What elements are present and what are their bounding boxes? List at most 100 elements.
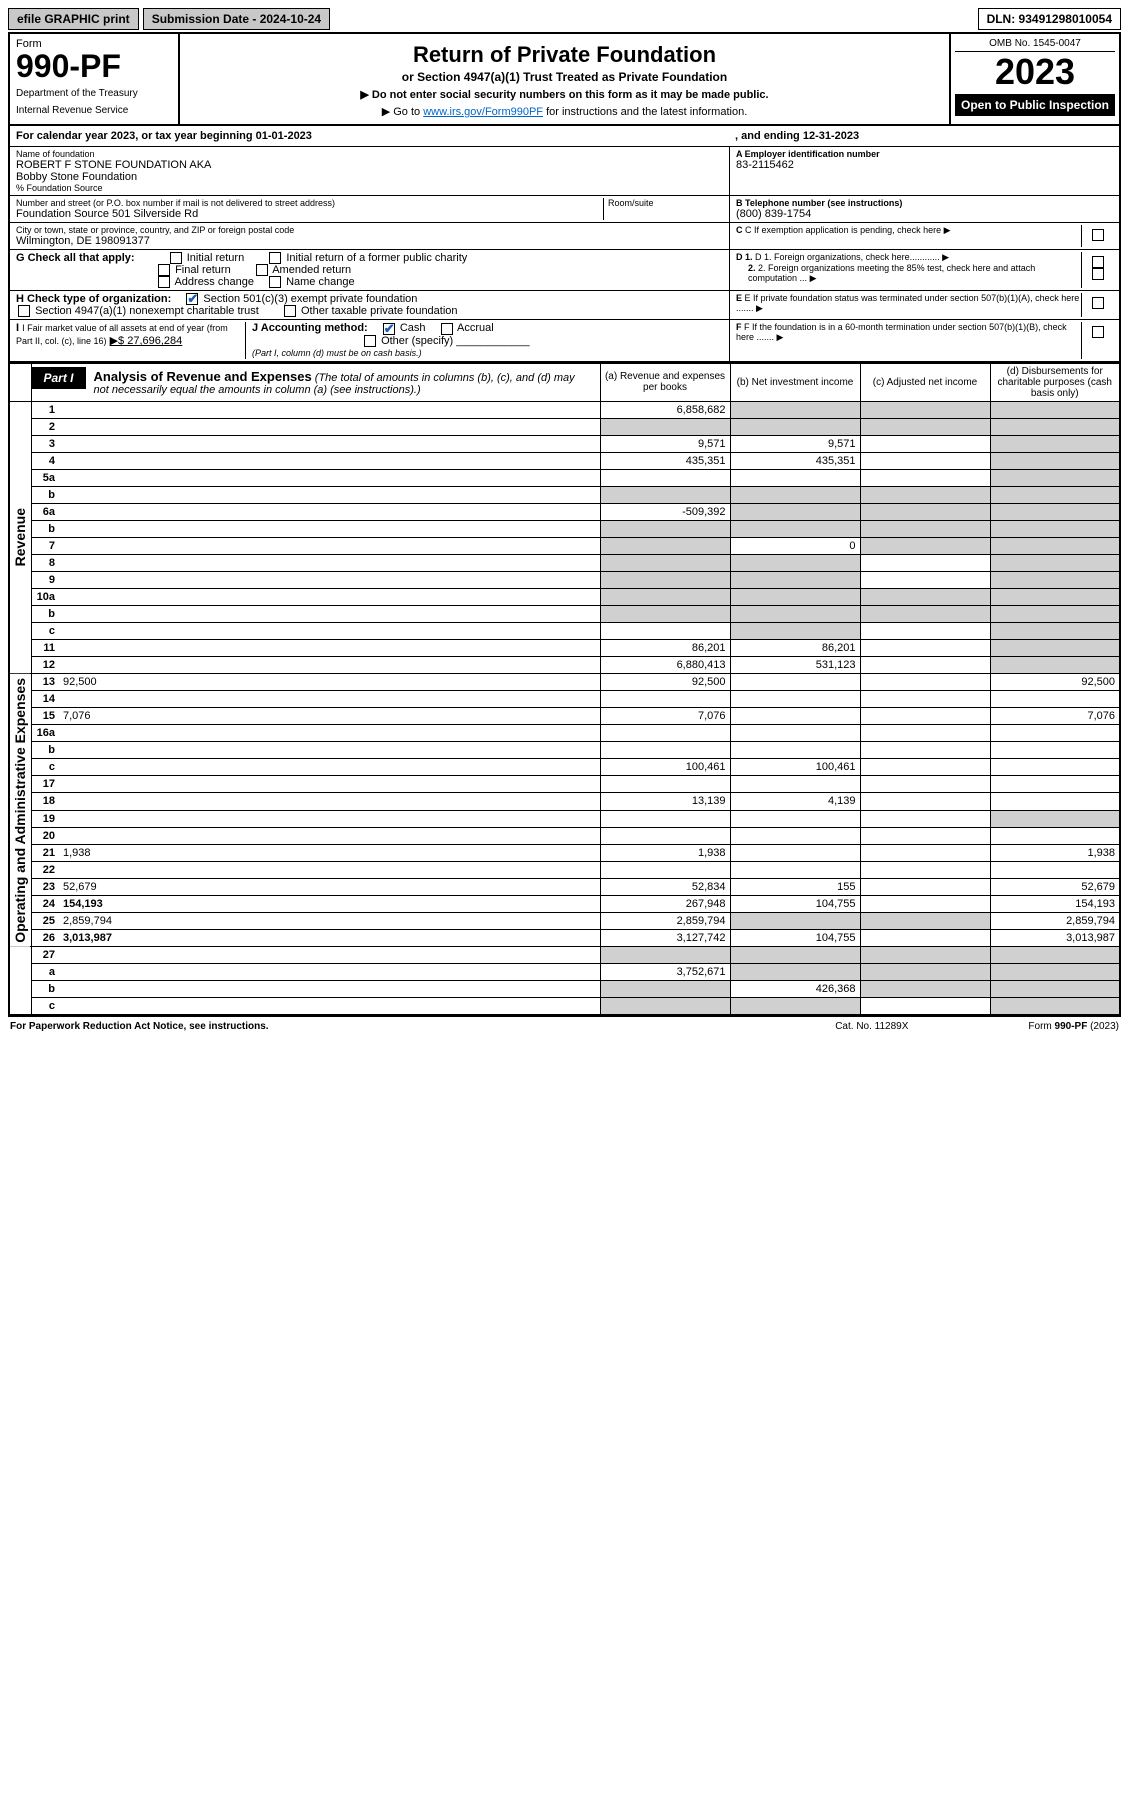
line-number: a [31,964,59,981]
cell-c [860,401,990,418]
table-row: c100,461100,461 [9,759,1120,776]
g-initial-return[interactable] [170,252,182,264]
line-description [59,435,600,452]
line-number: 18 [31,793,59,810]
cell-a: 6,880,413 [600,656,730,673]
e-checkbox[interactable] [1081,293,1113,317]
cell-d: 154,193 [990,896,1120,913]
j-cash-checkbox[interactable] [383,323,395,335]
table-row: Revenue16,858,682 [9,401,1120,418]
line-number: 17 [31,776,59,793]
dln-label: DLN: 93491298010054 [978,8,1121,30]
open-to-public: Open to Public Inspection [955,94,1115,116]
form-link[interactable]: www.irs.gov/Form990PF [423,106,543,118]
form-subtitle: or Section 4947(a)(1) Trust Treated as P… [186,70,943,84]
phone-value: (800) 839-1754 [736,208,1113,220]
e-label: E E If private foundation status was ter… [736,293,1081,317]
line-number: 12 [31,656,59,673]
line-number: 13 [31,673,59,690]
cell-d [990,690,1120,707]
table-row: Operating and Administrative Expenses139… [9,673,1120,690]
cell-a: 3,752,671 [600,964,730,981]
cell-d [990,947,1120,964]
g-amended-return[interactable] [256,264,268,276]
line-description: 92,500 [59,673,600,690]
cell-b: 104,755 [730,930,860,947]
f-checkbox[interactable] [1081,322,1113,358]
foundation-name: ROBERT F STONE FOUNDATION AKA [16,159,723,171]
cell-b [730,401,860,418]
col-c-header: (c) Adjusted net income [860,363,990,402]
part1-title: Analysis of Revenue and Expenses (The to… [86,367,600,398]
cell-d [990,998,1120,1016]
cell-d: 1,938 [990,844,1120,861]
h-other-checkbox[interactable] [284,305,296,317]
j-other-checkbox[interactable] [364,335,376,347]
line-number: b [31,605,59,622]
cell-b [730,742,860,759]
line-description: 7,076 [59,707,600,724]
cell-a [600,486,730,503]
line-number: 24 [31,896,59,913]
d-checkboxes[interactable] [1081,252,1113,288]
cell-d [990,435,1120,452]
g-address-change[interactable] [158,276,170,288]
c-checkbox[interactable] [1081,225,1113,247]
j-accrual-checkbox[interactable] [441,323,453,335]
cell-a: 92,500 [600,673,730,690]
table-row: b [9,605,1120,622]
cell-d [990,520,1120,537]
cell-d [990,622,1120,639]
d2-label: 2. 2. Foreign organizations meeting the … [736,263,1081,284]
table-row: 9 [9,571,1120,588]
cell-b: 155 [730,878,860,895]
g-name-change[interactable] [269,276,281,288]
cell-d [990,639,1120,656]
h-501c3-checkbox[interactable] [186,293,198,305]
rev-section-label: Revenue [10,504,30,570]
g-final-return[interactable] [158,264,170,276]
name-label: Name of foundation [16,149,723,159]
page-footer: For Paperwork Reduction Act Notice, see … [8,1016,1121,1036]
header-right: OMB No. 1545-0047 2023 Open to Public In… [949,34,1119,124]
cell-d: 3,013,987 [990,930,1120,947]
cell-a [600,776,730,793]
table-row: 2 [9,418,1120,435]
cell-b [730,810,860,827]
efile-print-button[interactable]: efile GRAPHIC print [8,8,139,30]
cell-b: 86,201 [730,639,860,656]
room-label: Room/suite [608,198,723,208]
line-description [59,537,600,554]
line-number: b [31,486,59,503]
cell-a [600,554,730,571]
cell-d [990,588,1120,605]
line-description [59,401,600,418]
g-initial-former[interactable] [269,252,281,264]
table-row: 22 [9,861,1120,878]
line-description [59,793,600,810]
cell-d [990,810,1120,827]
cell-d [990,827,1120,844]
instr-2-pre: ▶ Go to [382,106,423,118]
table-row: b [9,742,1120,759]
line-description [59,827,600,844]
cell-c [860,486,990,503]
line-number: 5a [31,469,59,486]
line-number: 1 [31,401,59,418]
dept-treasury: Department of the Treasury [16,88,172,99]
cell-b [730,964,860,981]
h-4947-checkbox[interactable] [18,305,30,317]
cell-b [730,707,860,724]
cell-c [860,435,990,452]
cell-b [730,520,860,537]
table-row: 263,013,9873,127,742104,7553,013,987 [9,930,1120,947]
top-bar: efile GRAPHIC print Submission Date - 20… [8,8,1121,30]
cell-c [860,452,990,469]
submission-date-button[interactable]: Submission Date - 2024-10-24 [143,8,330,30]
j-note: (Part I, column (d) must be on cash basi… [252,348,422,358]
line-number: b [31,981,59,998]
table-row: c [9,622,1120,639]
cell-b [730,998,860,1016]
cell-a: 267,948 [600,896,730,913]
form-number: 990-PF [16,50,172,82]
